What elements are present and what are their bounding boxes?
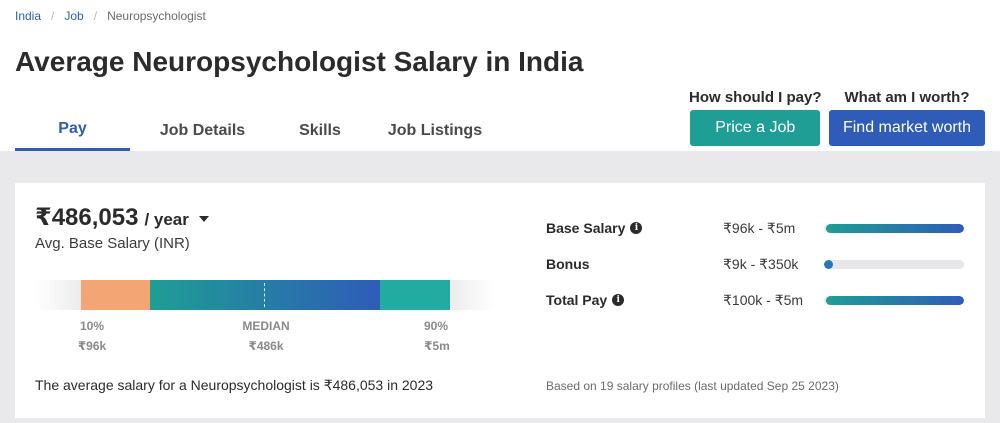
p10-label: 10% [79,319,105,333]
median-value: ₹486k [248,339,284,353]
breakdown-dot [824,260,833,269]
salary-value: ₹486,053 [35,204,139,231]
median-label: MEDIAN [242,319,290,333]
salary-range-bar [35,280,495,310]
info-icon[interactable]: i [612,294,625,306]
market-worth-question: What am I worth? [844,89,970,106]
tab-job-listings[interactable]: Job Listings [387,121,483,139]
average-salary-sentence: The average salary for a Neuropsychologi… [35,377,434,393]
p90-label: 90% [423,319,449,333]
price-job-cta: How should I pay? Price a Job [689,89,822,146]
p90-value: ₹5m [424,339,450,353]
breakdown-label-text: Base Salary [546,220,626,236]
p10-value: ₹96k [77,339,107,353]
breadcrumb: India / Job / Neuropsychologist [15,9,206,23]
breakdown-label-text: Total Pay [546,292,608,308]
caret-down-icon[interactable] [198,216,209,222]
breakdown-row-total-pay: Total Pay i ₹100k - ₹5m [546,291,966,311]
breakdown-track [824,296,964,305]
range-low-segment [81,280,150,310]
price-job-question: How should I pay? [689,89,822,106]
range-fade-right [450,280,495,310]
tab-pay[interactable]: Pay [15,110,130,151]
breakdown-range: ₹96k - ₹5m [723,220,796,236]
salary-summary: ₹486,053 / year [35,203,209,232]
breakdown-row-base-salary: Base Salary i ₹96k - ₹5m [546,219,966,239]
info-icon[interactable]: i [630,222,643,234]
breakdown-label: Total Pay i [546,292,625,308]
breakdown-fill [826,224,964,233]
breakdown-fill [826,296,964,305]
salary-card: ₹486,053 / year Avg. Base Salary (INR) 1… [15,183,985,418]
page-title: Average Neuropsychologist Salary in Indi… [15,46,584,77]
data-footnote: Based on 19 salary profiles (last update… [546,379,839,393]
breakdown-row-bonus: Bonus ₹9k - ₹350k [546,255,966,275]
breakdown-label: Base Salary i [546,220,643,236]
breadcrumb-current: Neuropsychologist [107,9,206,23]
breadcrumb-separator: / [93,9,98,23]
breakdown-range: ₹100k - ₹5m [723,292,804,308]
price-a-job-button[interactable]: Price a Job [690,110,821,146]
range-middle-segment [150,280,380,310]
tab-bar: Pay Job Details Skills Job Listings [15,110,495,151]
breadcrumb-india[interactable]: India [15,9,42,23]
range-high-segment [380,280,450,310]
breakdown-track [824,260,964,269]
market-worth-cta: What am I worth? Find market worth [829,89,985,146]
breadcrumb-separator: / [51,9,55,23]
breakdown-range: ₹9k - ₹350k [723,256,799,272]
tab-skills[interactable]: Skills [299,121,341,139]
breakdown-label-text: Bonus [546,256,590,272]
breakdown-track [824,224,964,233]
breadcrumb-job[interactable]: Job [64,9,84,23]
find-market-worth-button[interactable]: Find market worth [829,110,985,146]
tab-job-details[interactable]: Job Details [159,121,246,139]
median-marker [264,283,265,307]
range-fade-left [35,280,81,310]
breakdown-label: Bonus [546,256,590,272]
salary-subtitle: Avg. Base Salary (INR) [35,235,190,252]
salary-period: / year [144,210,189,229]
